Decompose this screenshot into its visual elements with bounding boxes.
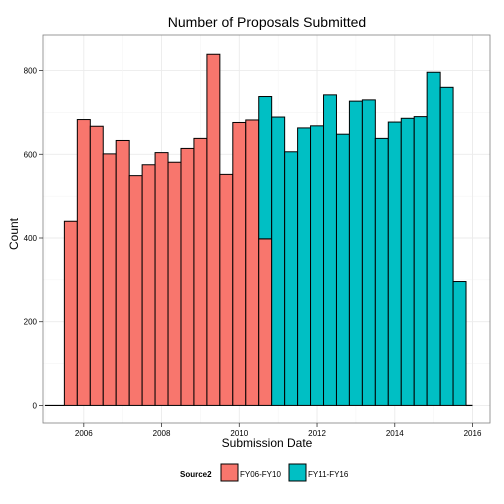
legend: Source2 FY06-FY10 FY11-FY16 <box>180 463 349 482</box>
bar-mark <box>258 238 273 406</box>
x-tick-label: 2012 <box>308 429 326 438</box>
x-axis-title: Submission Date <box>222 436 313 450</box>
bar-mark <box>206 53 221 406</box>
x-tick-label: 2006 <box>75 429 93 438</box>
bar-mark <box>219 173 234 406</box>
bar-mark <box>76 119 91 406</box>
legend-label-fy06-fy10: FY06-FY10 <box>240 470 281 479</box>
legend-key-fy11-fy16 <box>288 463 307 482</box>
bar-mark <box>310 125 325 406</box>
bar-mark <box>89 125 104 406</box>
bar-mark <box>426 71 441 406</box>
series-fy06-fy10 <box>44 53 273 407</box>
y-axis-ticks: 0 200 400 600 800 <box>24 67 43 410</box>
x-tick-label: 2016 <box>464 429 482 438</box>
bar-mark <box>258 96 273 240</box>
bar-mark <box>348 100 363 406</box>
series-fy11-fy16 <box>258 71 473 407</box>
bar-mark <box>439 86 454 406</box>
bar-mark <box>141 164 156 406</box>
x-tick-label: 2008 <box>153 429 171 438</box>
y-tick-label: 400 <box>24 234 38 243</box>
bar-mark <box>297 127 312 406</box>
x-axis-ticks: 2006 2008 2010 2012 2014 2016 <box>75 423 482 438</box>
bars <box>44 53 473 407</box>
bar-mark <box>387 121 402 406</box>
bar-mark <box>361 99 376 406</box>
y-tick-label: 0 <box>33 401 38 410</box>
chart-title: Number of Proposals Submitted <box>168 14 366 30</box>
y-tick-label: 200 <box>24 318 38 327</box>
x-tick-label: 2010 <box>230 429 248 438</box>
bar-mark <box>232 121 247 406</box>
bar-mark <box>167 161 182 406</box>
legend-title: Source2 <box>180 470 212 479</box>
bar-mark <box>374 137 389 406</box>
legend-label-fy11-fy16: FY11-FY16 <box>308 470 349 479</box>
y-axis-title: Count <box>7 217 21 250</box>
bar-mark <box>284 151 299 406</box>
bar-mark <box>193 137 208 406</box>
bar-mark <box>245 119 260 406</box>
bar-mark <box>323 94 337 406</box>
plot-panel: 0 200 400 600 800 2006 2008 2010 2012 2014 2016 <box>24 34 491 438</box>
legend-key-fy06-fy10 <box>220 463 239 482</box>
bar-mark <box>154 152 169 406</box>
bar-mark <box>452 281 467 406</box>
y-tick-label: 600 <box>24 150 38 159</box>
bar-mark <box>115 139 130 406</box>
bar-mark <box>180 147 195 406</box>
bar-mark <box>63 220 78 406</box>
bar-mark <box>128 175 143 406</box>
bar-mark <box>400 117 415 406</box>
bar-mark <box>335 133 350 406</box>
x-tick-label: 2014 <box>386 429 404 438</box>
panel-border <box>42 34 491 424</box>
bar-mark <box>102 153 117 406</box>
bar-mark <box>271 116 286 406</box>
bar-mark <box>413 116 428 406</box>
y-tick-label: 800 <box>24 67 38 76</box>
